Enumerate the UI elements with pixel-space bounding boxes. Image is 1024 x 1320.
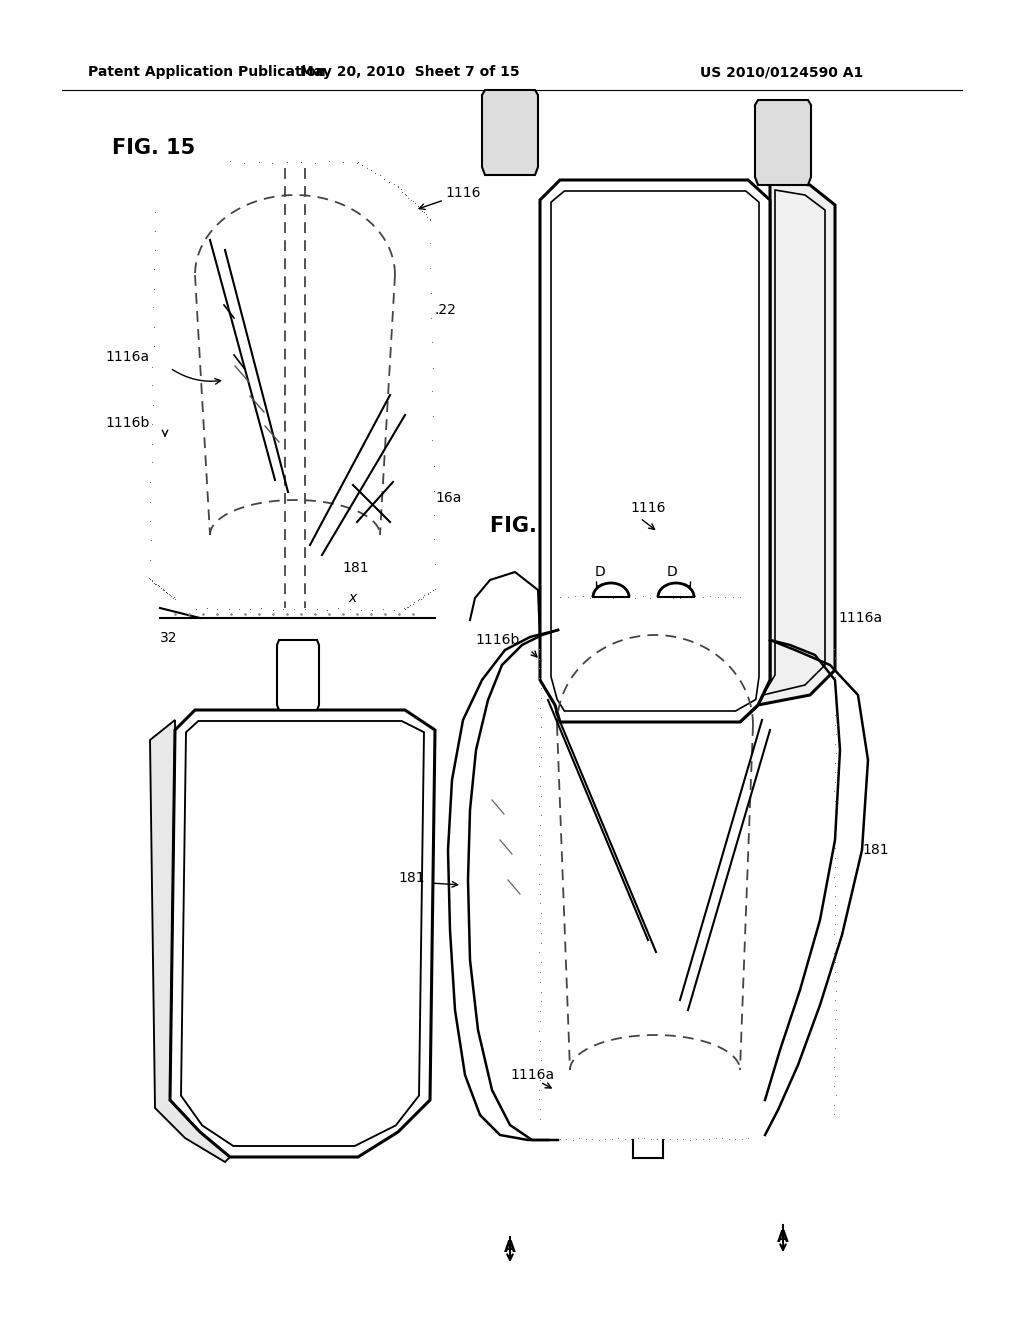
- Text: A: A: [504, 1241, 516, 1255]
- Text: FIG. 15: FIG. 15: [112, 139, 196, 158]
- Text: 181: 181: [342, 561, 369, 576]
- Text: .22: .22: [435, 304, 457, 317]
- Polygon shape: [150, 719, 230, 1162]
- Text: 1116b: 1116b: [105, 416, 150, 430]
- Text: 32: 32: [160, 631, 177, 645]
- Text: 16a: 16a: [435, 491, 462, 506]
- Text: 1116: 1116: [630, 502, 666, 515]
- Polygon shape: [278, 640, 319, 710]
- Text: 1116b: 1116b: [475, 634, 519, 647]
- Text: 181: 181: [398, 871, 425, 884]
- Text: x: x: [348, 591, 356, 605]
- Text: FIG. 16: FIG. 16: [490, 516, 573, 536]
- Text: 66: 66: [298, 681, 315, 696]
- Text: 1116a: 1116a: [838, 611, 882, 624]
- Text: 1116a: 1116a: [105, 350, 150, 364]
- Polygon shape: [740, 180, 835, 722]
- Text: A: A: [777, 1230, 788, 1246]
- Text: 1116: 1116: [445, 186, 480, 201]
- Text: 181: 181: [862, 843, 889, 857]
- Text: Patent Application Publication: Patent Application Publication: [88, 65, 326, 79]
- Polygon shape: [755, 100, 811, 185]
- Text: D: D: [667, 565, 677, 579]
- Polygon shape: [482, 90, 538, 176]
- Text: 1116a: 1116a: [510, 1068, 554, 1082]
- Polygon shape: [540, 180, 770, 722]
- Text: May 20, 2010  Sheet 7 of 15: May 20, 2010 Sheet 7 of 15: [300, 65, 520, 79]
- Text: D: D: [595, 565, 605, 579]
- Text: US 2010/0124590 A1: US 2010/0124590 A1: [700, 65, 863, 79]
